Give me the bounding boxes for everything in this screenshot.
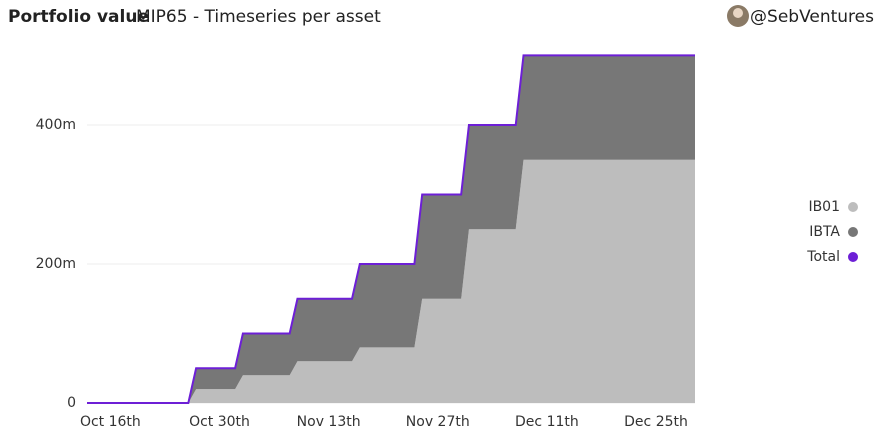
y-tick-label: 200m (36, 256, 76, 272)
area (87, 159, 695, 403)
legend-label: IB01 (808, 199, 840, 215)
legend-dot (848, 252, 858, 262)
legend-label: Total (806, 249, 840, 265)
x-tick-label: Nov 27th (406, 414, 470, 430)
chart-title: Portfolio value (8, 7, 149, 27)
x-tick-label: Dec 11th (515, 414, 579, 430)
chart-subtitle: MIP65 - Timeseries per asset (136, 7, 381, 27)
avatar-face (733, 8, 743, 18)
x-tick-label: Oct 16th (80, 414, 141, 430)
author[interactable]: @SebVentures (750, 7, 874, 27)
area (87, 55, 695, 403)
x-tick-label: Dec 25th (624, 414, 688, 430)
total-line (87, 54, 695, 404)
x-tick-label: Nov 13th (297, 414, 361, 430)
y-tick-label: 0 (67, 395, 76, 411)
y-tick-label: 400m (36, 117, 76, 133)
legend-dot (848, 202, 858, 212)
legend-dot (848, 227, 858, 237)
legend-label: IBTA (809, 224, 840, 240)
x-tick-label: Oct 30th (189, 414, 250, 430)
